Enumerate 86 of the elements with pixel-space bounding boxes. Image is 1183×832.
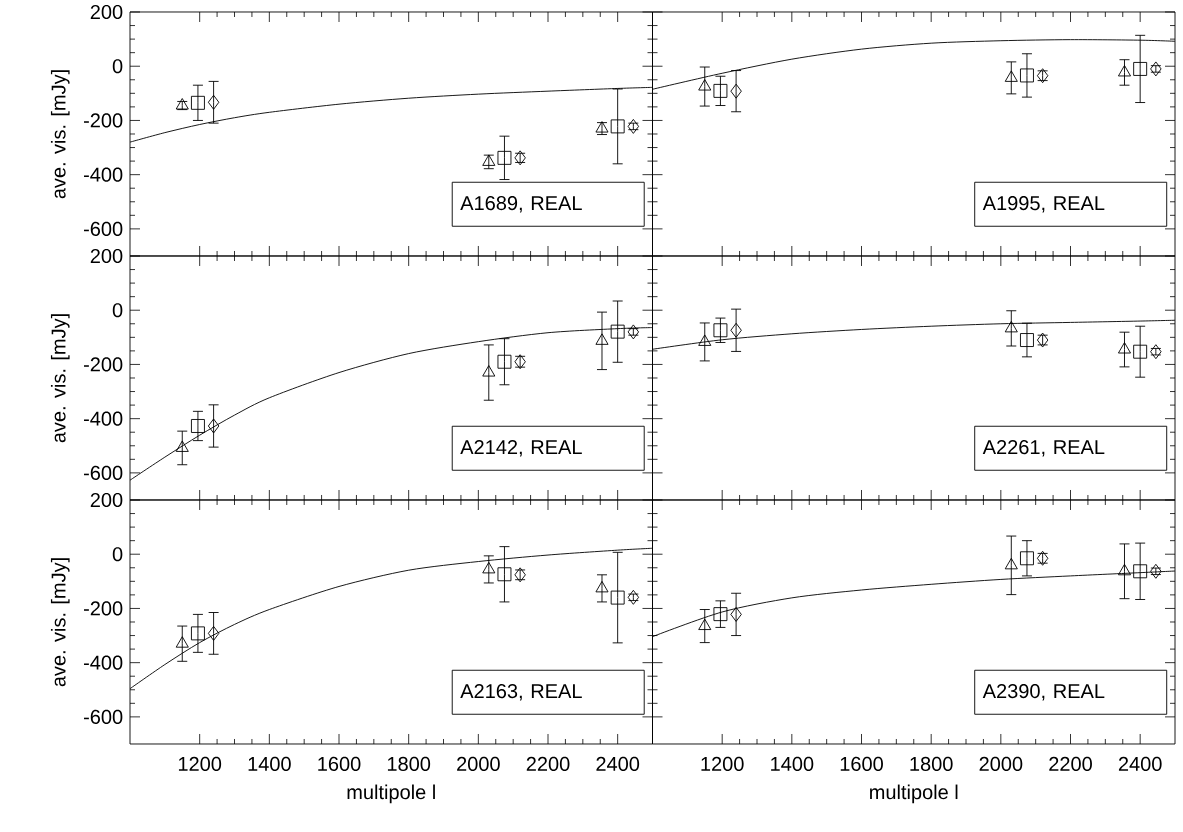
- annotation: A2142, REAL: [460, 440, 582, 457]
- y-tick-label: -400: [84, 655, 123, 670]
- annotation: A2390, REAL: [982, 684, 1105, 701]
- y-tick-label: -200: [84, 357, 123, 372]
- point: [1133, 564, 1148, 579]
- point: [175, 636, 189, 648]
- x-tick-label: 2400: [1118, 756, 1162, 772]
- x-tick-label: 1800: [910, 756, 953, 772]
- x-tick-label: 1800: [387, 756, 431, 772]
- y-axis-title: ave. vis. [mJy]: [50, 314, 70, 443]
- point: [1004, 320, 1018, 333]
- y-tick-label: -400: [84, 167, 123, 182]
- annotation: A1689, REAL: [460, 196, 582, 213]
- point: [1117, 65, 1132, 77]
- x-tick-label: 2000: [457, 756, 500, 772]
- point: [190, 95, 205, 110]
- point: [610, 590, 625, 605]
- point: [730, 83, 742, 99]
- y-tick-label: -600: [84, 709, 123, 724]
- x-tick-label: 1200: [178, 756, 222, 772]
- x-tick-label: 1400: [771, 756, 814, 772]
- y-tick-label: 200: [90, 492, 123, 508]
- point: [1150, 61, 1162, 77]
- point: [698, 334, 712, 346]
- point: [627, 118, 640, 134]
- y-tick-label: -200: [84, 601, 123, 616]
- y-axis-title: ave. vis. [mJy]: [50, 70, 70, 199]
- point: [627, 589, 640, 605]
- point: [1020, 333, 1034, 347]
- point: [175, 440, 189, 452]
- x-tick-label: 1200: [701, 756, 744, 772]
- y-axis-title: ave. vis. [mJy]: [50, 558, 70, 687]
- point: [482, 365, 496, 377]
- y-tick-label: 0: [112, 59, 123, 74]
- annotation: A2163, REAL: [460, 684, 582, 701]
- point: [190, 626, 205, 641]
- y-tick-label: 0: [112, 547, 123, 562]
- x-tick-label: 2400: [596, 756, 640, 772]
- x-tick-label: 2000: [979, 756, 1023, 772]
- point: [1150, 563, 1162, 579]
- point: [1133, 344, 1148, 359]
- point: [610, 324, 625, 339]
- point: [482, 561, 496, 574]
- point: [1150, 344, 1162, 360]
- x-tick-label: 1600: [840, 756, 883, 772]
- annotation: A2261, REAL: [982, 440, 1105, 457]
- point: [497, 567, 512, 582]
- annotation: A1995, REAL: [982, 196, 1105, 213]
- point: [713, 83, 728, 98]
- point: [595, 333, 609, 345]
- point: [595, 580, 609, 593]
- point: [1133, 61, 1148, 76]
- point: [207, 625, 220, 641]
- point: [190, 419, 205, 433]
- y-tick-label: -400: [84, 411, 123, 426]
- point: [1004, 557, 1018, 570]
- x-axis-title: multipole l: [347, 784, 435, 804]
- point: [497, 354, 512, 369]
- point: [627, 324, 640, 340]
- point: [730, 322, 742, 338]
- x-tick-label: 2200: [1049, 756, 1092, 772]
- point: [610, 119, 625, 134]
- y-tick-label: 200: [90, 4, 123, 20]
- point: [730, 606, 742, 622]
- x-tick-label: 1400: [248, 756, 291, 772]
- point: [713, 607, 728, 622]
- y-tick-label: -200: [84, 113, 123, 128]
- y-tick-label: -600: [84, 465, 123, 480]
- point: [698, 79, 712, 91]
- y-tick-label: 200: [90, 248, 123, 264]
- point: [1117, 563, 1132, 576]
- x-tick-label: 2200: [526, 756, 570, 772]
- point: [1020, 551, 1034, 566]
- point: [482, 154, 496, 166]
- point: [1117, 342, 1132, 354]
- point: [713, 323, 728, 338]
- y-tick-label: 0: [112, 303, 123, 318]
- point: [207, 418, 220, 434]
- x-axis-title: multipole l: [870, 784, 958, 804]
- point: [1004, 70, 1018, 82]
- y-tick-label: -600: [84, 221, 123, 236]
- point: [1020, 68, 1034, 83]
- point: [698, 618, 712, 631]
- point: [497, 150, 512, 165]
- x-tick-label: 1600: [318, 756, 361, 772]
- point: [207, 94, 220, 110]
